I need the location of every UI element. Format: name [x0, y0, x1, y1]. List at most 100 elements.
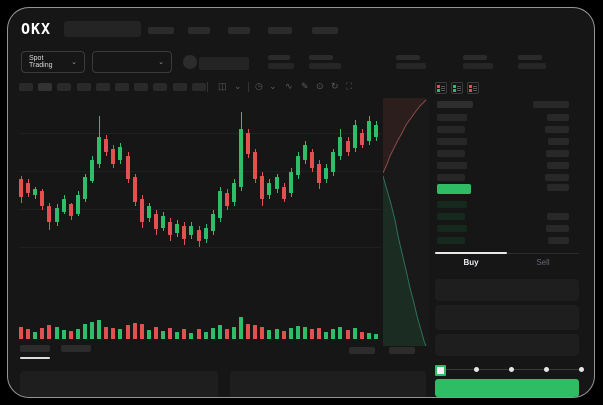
candle-body [288, 171, 293, 193]
orderbook-amount-bar [547, 162, 569, 169]
book-view-both-icon[interactable] [435, 82, 447, 94]
draw-icon[interactable]: ✎ [301, 81, 309, 91]
candle-body [54, 208, 59, 222]
volume-bar [274, 329, 279, 339]
volume-bar [331, 328, 336, 339]
buy-submit-button[interactable] [435, 379, 579, 397]
volume-bar [246, 323, 251, 339]
volume-bar [366, 333, 371, 339]
slider-dot[interactable] [544, 367, 549, 372]
candle-body [139, 198, 144, 222]
search-input[interactable] [64, 21, 141, 37]
volume-bar [324, 331, 329, 339]
stat-value [463, 63, 493, 69]
candle-body [274, 177, 279, 189]
price-input[interactable] [435, 279, 579, 301]
camera-icon[interactable]: ⊙ [316, 81, 324, 91]
candle-body [267, 183, 272, 195]
volume-bar [153, 327, 158, 339]
slider-handle[interactable] [435, 365, 446, 376]
timeframe-button[interactable] [153, 83, 168, 91]
indicator-icon[interactable]: ∿ [285, 81, 293, 91]
pair-selector-dropdown[interactable]: ⌄ [92, 51, 172, 73]
nav-item[interactable] [312, 27, 338, 34]
book-view-asks-icon[interactable] [467, 82, 479, 94]
orderbook-price-bar [437, 213, 465, 220]
candle-body [281, 187, 286, 199]
toggle-colors [453, 84, 456, 92]
candle-body [26, 183, 31, 193]
orderbook-price-bar [437, 138, 467, 145]
candle-body [82, 177, 87, 199]
tab-sell[interactable]: Sell [536, 258, 550, 267]
volume-bar [373, 334, 378, 339]
depth-asks-area [383, 98, 426, 173]
candle-body [75, 194, 80, 215]
toggle-colors [469, 84, 472, 92]
volume-chart [19, 299, 381, 339]
timeframe-button[interactable] [191, 83, 206, 91]
timeframe-button[interactable] [134, 83, 149, 91]
candle-type-icon[interactable]: ◫ [218, 81, 227, 91]
volume-bar [132, 323, 137, 339]
volume-bar [196, 329, 201, 339]
nav-item[interactable] [228, 27, 250, 34]
candle-body [196, 229, 201, 242]
candle-body [239, 129, 243, 188]
bottom-tab[interactable] [20, 345, 50, 352]
depth-bids-line [382, 175, 427, 347]
volume-bar [231, 327, 236, 339]
slider-dot[interactable] [579, 367, 584, 372]
gridline [19, 171, 381, 172]
bottom-action[interactable] [389, 347, 415, 354]
total-input[interactable] [435, 334, 579, 356]
volume-bar [359, 331, 364, 339]
volume-bar [82, 323, 87, 339]
timeframe-button[interactable] [172, 83, 187, 91]
tab-divider [435, 253, 579, 254]
candle-body [302, 144, 307, 160]
tab-buy[interactable]: Buy [463, 258, 479, 267]
volume-bar [61, 330, 66, 339]
orderbook-amount-bar [548, 237, 569, 244]
market-type-dropdown[interactable]: Spot Trading ⌄ [21, 51, 85, 73]
bottom-action[interactable] [349, 347, 375, 354]
volume-bar [217, 325, 222, 339]
candle-body [224, 192, 229, 207]
slider-dot[interactable] [509, 367, 514, 372]
timeframe-button[interactable] [115, 83, 129, 91]
timeframe-button[interactable] [38, 83, 53, 91]
nav-item[interactable] [148, 27, 174, 34]
refresh-icon[interactable]: ↻ [331, 81, 339, 91]
candle-body [246, 133, 251, 155]
nav-item[interactable] [188, 27, 210, 34]
volume-bar [288, 327, 293, 339]
timeframe-button[interactable] [95, 83, 110, 91]
volume-bar [139, 323, 144, 339]
volume-bar [253, 325, 258, 339]
book-view-bids-icon[interactable] [451, 82, 463, 94]
interval-icon[interactable]: ◷ [255, 81, 263, 91]
fullscreen-icon[interactable]: ⛶ [346, 81, 353, 91]
depth-chart [382, 98, 429, 347]
amount-input[interactable] [435, 305, 579, 330]
interval-chevron-icon[interactable]: ⌄ [269, 81, 277, 91]
candle-body [182, 225, 187, 240]
okx-logo[interactable]: OKX [21, 20, 52, 38]
nav-item[interactable] [268, 27, 292, 34]
volume-bar [90, 322, 94, 339]
candle-type-chevron-icon[interactable]: ⌄ [234, 81, 242, 91]
timeframe-button[interactable] [57, 83, 72, 91]
slider-dot[interactable] [474, 367, 479, 372]
orderbook-amount-bar [545, 126, 569, 133]
candle-body [352, 125, 357, 149]
timeframe-button[interactable] [76, 83, 91, 91]
orderbook[interactable] [435, 101, 579, 251]
bottom-tab[interactable] [61, 345, 91, 352]
candlestick-chart[interactable] [19, 106, 381, 299]
chevron-down-icon: ⌄ [158, 59, 164, 66]
candle-body [231, 183, 236, 203]
orderbook-price-bar [437, 150, 465, 157]
timeframe-button[interactable] [19, 83, 33, 91]
candle-body [104, 138, 109, 153]
